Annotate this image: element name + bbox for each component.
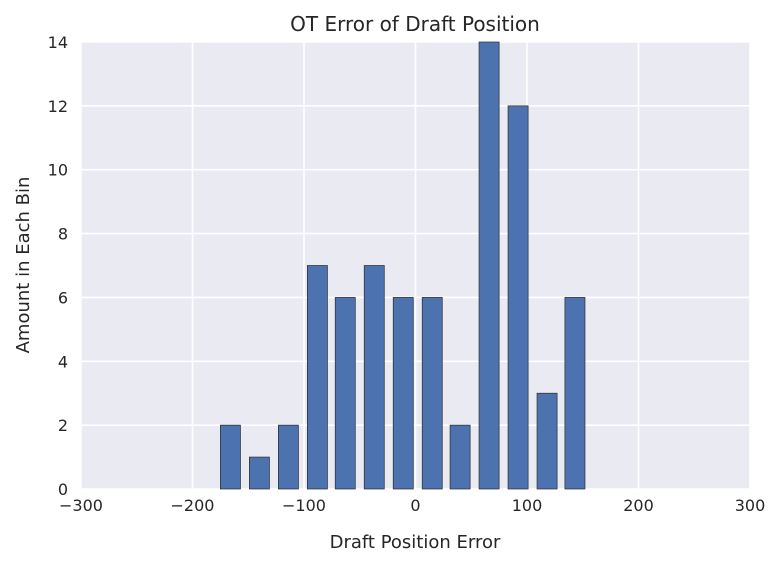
x-tick-label: −100	[282, 496, 326, 515]
bar	[278, 424, 299, 490]
y-tick-label: 12	[48, 97, 68, 116]
y-tick-label: 2	[58, 416, 68, 435]
y-tick-label: 8	[58, 225, 68, 244]
y-tick-label: 14	[48, 33, 68, 52]
bar	[363, 265, 385, 490]
x-tick-label: −200	[171, 496, 215, 515]
bar	[249, 456, 270, 490]
y-tick-label: 6	[58, 288, 68, 307]
bars	[220, 41, 586, 490]
bar	[220, 424, 241, 490]
chart-title: OT Error of Draft Position	[290, 12, 540, 36]
bar	[449, 424, 471, 490]
bar	[507, 105, 529, 490]
x-tick-label: 300	[735, 496, 766, 515]
gridlines	[80, 41, 751, 490]
x-tick-label: 200	[623, 496, 654, 515]
bar	[478, 41, 500, 490]
bar	[306, 265, 328, 490]
y-axis-ticks: 0 2 4 6 8 10 12 14	[48, 33, 68, 499]
x-axis-label: Draft Position Error	[330, 532, 501, 553]
bar	[334, 297, 356, 490]
y-tick-label: 0	[58, 480, 68, 499]
x-axis-ticks: −300 −200 −100 0 100 200 300	[59, 496, 765, 515]
y-tick-label: 10	[48, 161, 68, 180]
bar	[392, 297, 414, 490]
x-tick-label: 0	[410, 496, 420, 515]
bar	[421, 297, 443, 490]
bar	[564, 297, 586, 490]
bar	[536, 392, 558, 490]
y-axis-label: Amount in Each Bin	[13, 177, 34, 354]
x-tick-label: 100	[512, 496, 543, 515]
x-tick-label: −300	[59, 496, 103, 515]
y-tick-label: 4	[58, 352, 68, 371]
